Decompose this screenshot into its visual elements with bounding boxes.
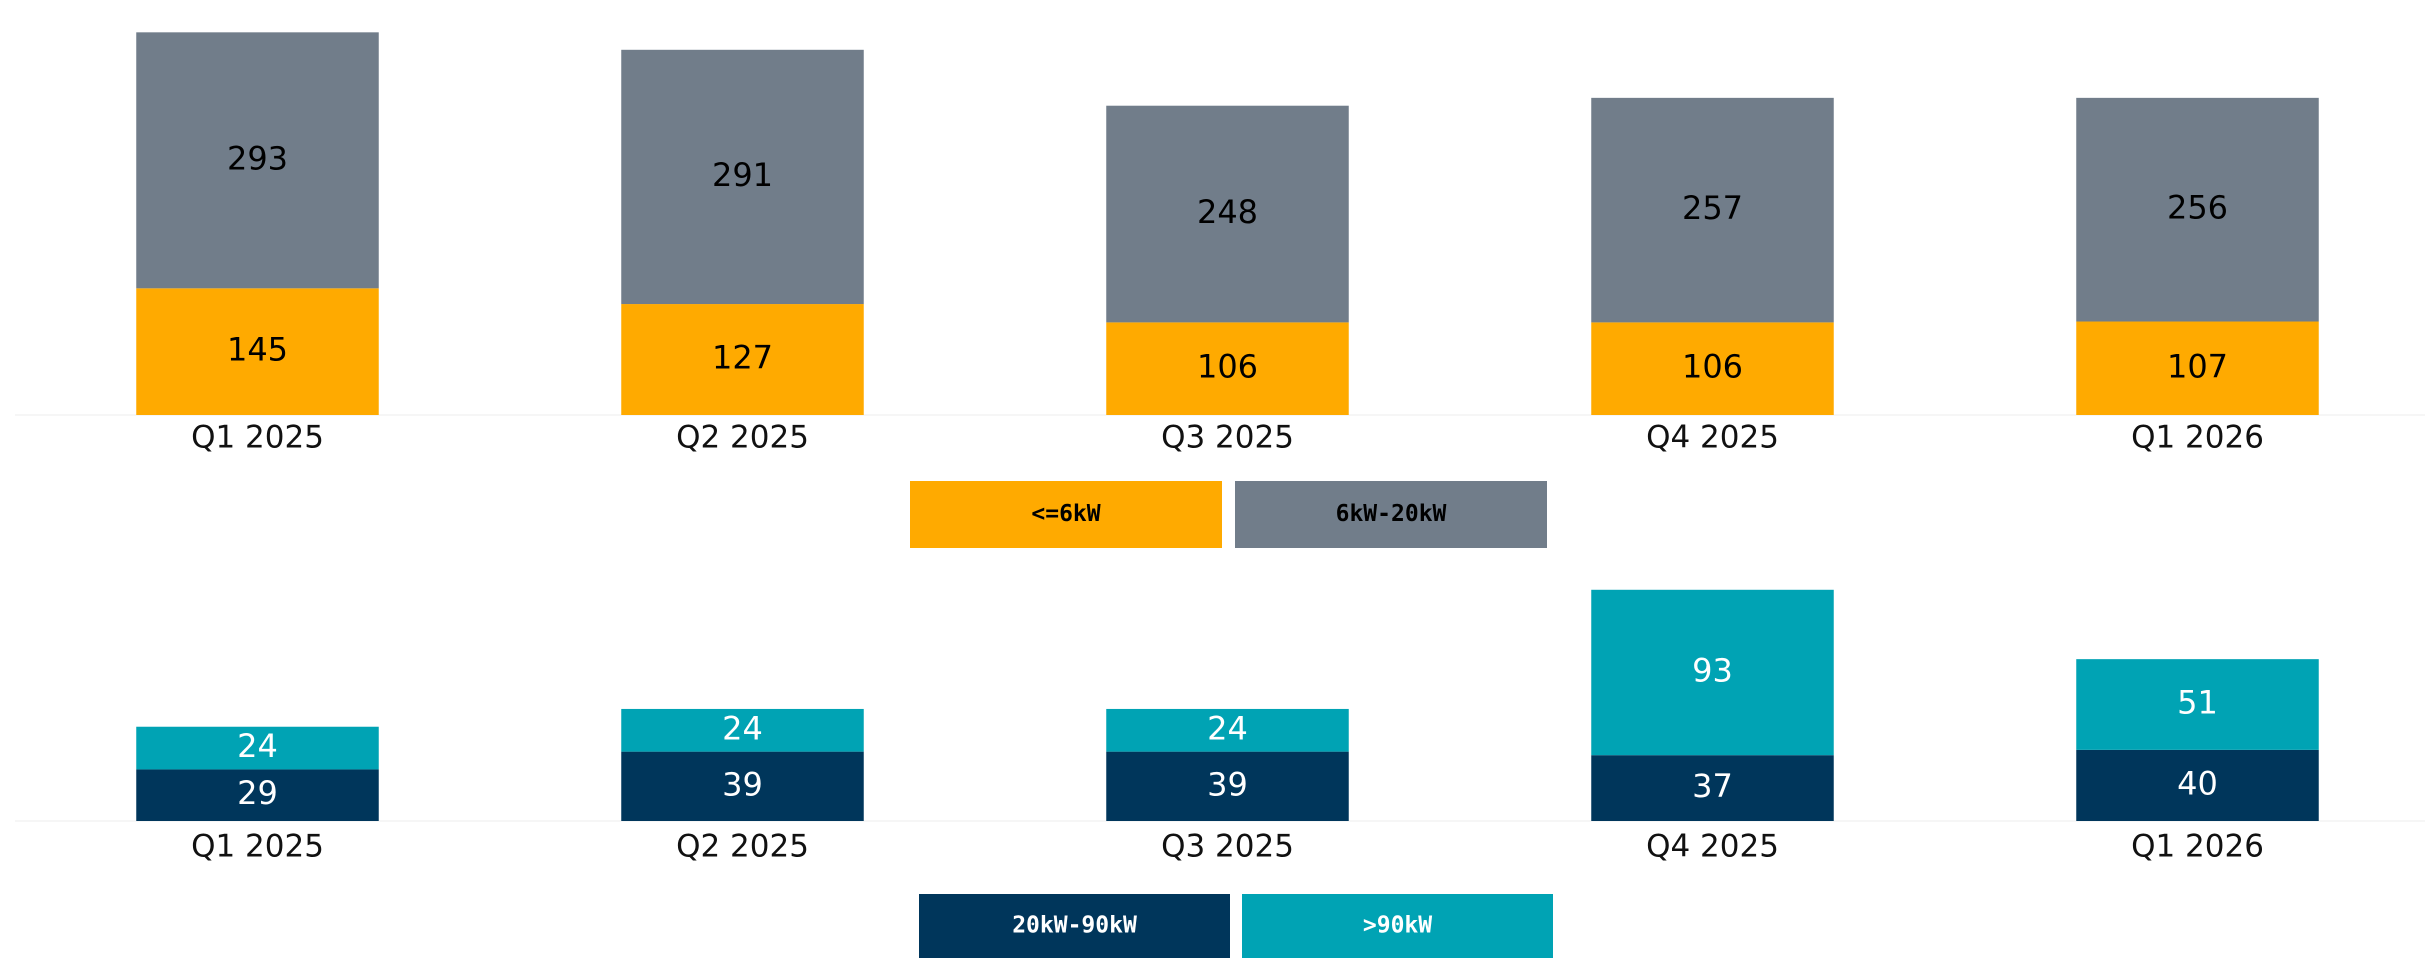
- x-tick-label: Q3 2025: [1161, 420, 1294, 456]
- data-label: 40: [2177, 764, 2218, 802]
- legend-swatch: [1242, 894, 1553, 958]
- x-tick-label: Q1 2025: [191, 420, 324, 456]
- bar-segment: [1591, 589, 1834, 756]
- bar-segment: [1106, 708, 1349, 752]
- legend-label: <=6kW: [1031, 501, 1100, 527]
- data-label: 39: [722, 765, 763, 803]
- x-tick-label: Q1 2026: [2131, 420, 2264, 456]
- data-label: 37: [1692, 767, 1733, 805]
- bar-segment: [2076, 659, 2319, 750]
- data-label: 29: [237, 774, 278, 812]
- data-label: 291: [712, 156, 773, 194]
- bar-segment: [621, 304, 864, 415]
- bar-segment: [136, 769, 379, 821]
- data-label: 24: [237, 727, 278, 765]
- chart-bottom: Q1 2025 29 24 Q2 2025 39 24 Q3 2025 39 24 Q4 2025…: [15, 589, 2425, 958]
- x-tick-label: Q4 2025: [1646, 420, 1779, 456]
- legend-label: >90kW: [1363, 913, 1432, 939]
- data-label: 106: [1197, 348, 1258, 386]
- x-tick-label: Q4 2025: [1646, 829, 1779, 865]
- data-label: 51: [2177, 684, 2218, 722]
- data-label: 39: [1207, 765, 1248, 803]
- data-label: 248: [1197, 193, 1258, 231]
- data-label: 24: [1207, 709, 1248, 747]
- x-tick-label: Q1 2026: [2131, 829, 2264, 865]
- bar-segment: [2076, 749, 2319, 821]
- bar-segment: [621, 49, 864, 305]
- data-label: 293: [227, 139, 288, 177]
- bar-segment: [1591, 755, 1834, 821]
- x-tick-label: Q3 2025: [1161, 829, 1294, 865]
- legend-swatch: [1235, 481, 1547, 548]
- bar-segment: [2076, 321, 2319, 415]
- x-tick-label: Q1 2025: [191, 829, 324, 865]
- bar-segment: [1106, 322, 1349, 415]
- x-tick-label: Q2 2025: [676, 829, 809, 865]
- x-tick-label: Q2 2025: [676, 420, 809, 456]
- legend-swatch: [910, 481, 1222, 548]
- legend-swatch: [919, 894, 1230, 958]
- bar-segment: [1591, 97, 1834, 323]
- chart-top: Q1 2025 145 293 Q2 2025 127 291 Q3 2025 106 248 Q…: [15, 32, 2425, 548]
- data-label: 106: [1682, 348, 1743, 386]
- data-label: 256: [2167, 189, 2228, 227]
- bar-segment: [2076, 97, 2319, 322]
- bar-segment: [621, 751, 864, 821]
- bar-segment: [1106, 105, 1349, 323]
- bar-segment: [621, 708, 864, 752]
- data-label: 93: [1692, 651, 1733, 689]
- data-label: 257: [1682, 189, 1743, 227]
- data-label: 127: [712, 339, 773, 377]
- bar-segment: [1591, 322, 1834, 415]
- legend-label: 6kW-20kW: [1336, 501, 1447, 527]
- bar-segment: [136, 32, 379, 289]
- data-label: 24: [722, 709, 763, 747]
- data-label: 145: [227, 331, 288, 369]
- bar-segment: [136, 288, 379, 415]
- bar-segment: [136, 726, 379, 770]
- bar-segment: [1106, 751, 1349, 821]
- legend-label: 20kW-90kW: [1012, 913, 1137, 939]
- data-label: 107: [2167, 347, 2228, 385]
